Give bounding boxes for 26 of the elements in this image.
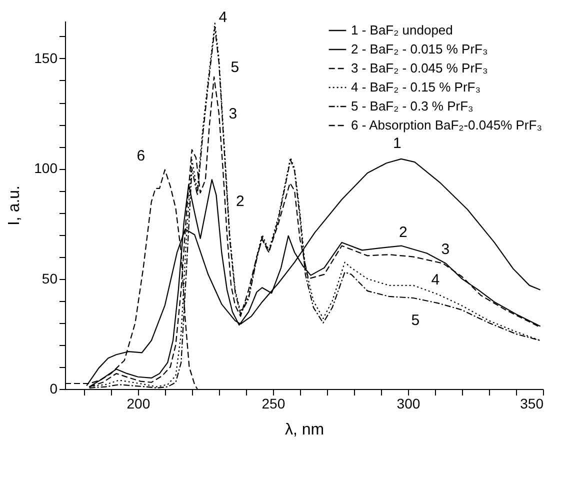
- x-axis-title: λ, nm: [284, 422, 324, 438]
- x-tick-label: 200: [126, 396, 150, 412]
- y-tick-label: 100: [34, 160, 58, 176]
- annotation: 5: [411, 312, 420, 329]
- y-tick-label: 0: [50, 380, 58, 396]
- x-tick-label: 300: [396, 396, 420, 412]
- y-tick-label: 150: [34, 50, 58, 66]
- annotation: 6: [136, 148, 146, 165]
- legend-label: 2 - BaF₂ - 0.015 % PrF₃: [351, 42, 488, 56]
- annotation: 4: [431, 271, 440, 288]
- y-tick-label: 50: [42, 270, 58, 286]
- legend-label: 3 - BaF₂ - 0.045 % PrF₃: [351, 60, 488, 76]
- legend-label: 6 - Absorption BaF₂-0.045% PrF₃: [351, 118, 542, 132]
- annotation: 3: [441, 240, 450, 258]
- annotation: 1: [393, 134, 402, 152]
- legend-label: 5 - BaF₂ - 0.3 % PrF₃: [351, 98, 474, 114]
- legend-label: 1 - BaF₂ undoped: [351, 22, 453, 38]
- annotation: 4: [218, 9, 228, 26]
- y-axis-title: I, a.u.: [6, 185, 24, 226]
- x-tick-label: 250: [262, 396, 286, 412]
- x-tick-label: 350: [520, 396, 544, 412]
- annotation: 3: [228, 106, 238, 123]
- annotation: 5: [230, 58, 240, 76]
- annotation: 2: [399, 224, 408, 241]
- annotation: 2: [236, 193, 244, 210]
- legend-label: 4 - BaF₂ - 0.15 % PrF₃: [351, 80, 481, 94]
